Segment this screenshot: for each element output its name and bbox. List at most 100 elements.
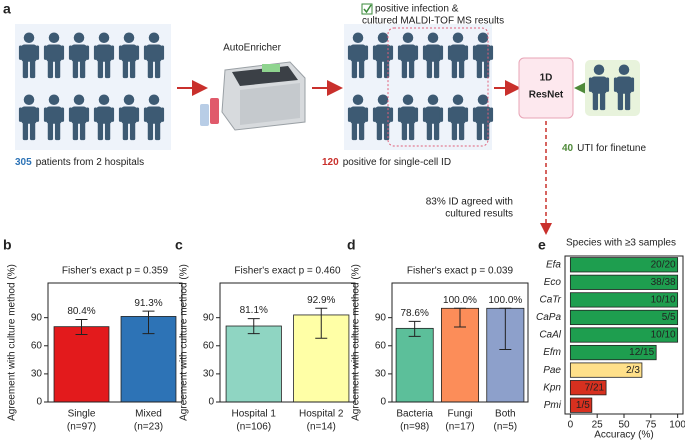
x-tick-label: 50: [618, 420, 630, 431]
y-tick-label: 60: [203, 340, 215, 351]
error-bar: [75, 319, 88, 336]
bar: [569, 380, 607, 396]
value-label: 10/10: [651, 330, 676, 341]
x-tick-label: 100: [669, 420, 685, 431]
agreement-text: cultured results: [445, 209, 513, 220]
bar: [569, 257, 679, 273]
panel-label: b: [3, 237, 12, 253]
x-axis-label: Accuracy (%): [594, 430, 653, 441]
chart-title: Fisher's exact p = 0.460: [234, 266, 341, 277]
y-tick-label: Pae: [543, 365, 561, 376]
panel-a: a 305 patients from 2 hospitals AutoEnric…: [3, 1, 646, 235]
x-tick-label: Hospital 1: [232, 409, 277, 420]
y-tick-label: 0: [36, 397, 42, 408]
y-tick-label: Eco: [544, 277, 562, 288]
value-label: 92.9%: [307, 295, 335, 306]
y-tick-label: Pmi: [544, 400, 562, 411]
bar: [569, 344, 657, 361]
plot-frame: [47, 282, 183, 403]
checkbox-text: positive infection &: [375, 4, 459, 15]
error-bar: [499, 307, 512, 351]
bar: [569, 274, 679, 290]
value-label: 100.0%: [488, 295, 522, 306]
y-axis-label: Agreement with culture method (%): [351, 264, 362, 421]
panel-label: a: [3, 1, 11, 17]
x-tick-label: Bacteria: [396, 409, 433, 420]
value-label: 80.4%: [67, 306, 95, 317]
y-axis-label: Agreement with culture method (%): [179, 264, 190, 421]
bar: [225, 325, 282, 403]
chart-title: Fisher's exact p = 0.359: [62, 266, 169, 277]
x-tick-label: Single: [68, 409, 96, 420]
checkbox-text: cultured MALDI-TOF MS results: [362, 16, 504, 27]
y-tick-label: 30: [375, 369, 387, 380]
bar: [569, 327, 679, 343]
y-tick-label: 90: [31, 312, 43, 323]
machine-icon: [200, 61, 306, 131]
agreement-text: 83% ID agreed with: [426, 197, 513, 208]
error-bar: [408, 320, 421, 337]
error-bar: [315, 307, 328, 339]
value-label: 2/3: [626, 365, 640, 376]
value-label: 5/5: [662, 312, 676, 323]
value-label: 78.6%: [400, 308, 428, 319]
y-tick-label: 90: [375, 312, 387, 323]
value-label: 91.3%: [134, 298, 162, 309]
value-label: 81.1%: [240, 305, 268, 316]
x-tick-count: (n=97): [67, 422, 96, 433]
x-tick-label: Both: [495, 409, 516, 420]
error-bar: [247, 318, 260, 335]
positive-highlight: [387, 27, 489, 147]
finetune-caption: 40 UTI for finetune: [562, 143, 646, 154]
error-bar: [454, 307, 466, 328]
y-tick-label: Kpn: [543, 382, 561, 393]
panel-label: d: [347, 237, 356, 253]
value-label: 1/5: [576, 400, 590, 411]
bar: [569, 309, 679, 326]
x-tick-count: (n=17): [445, 422, 474, 433]
value-label: 12/15: [629, 347, 654, 358]
bar: [53, 326, 110, 403]
y-tick-label: 30: [203, 369, 215, 380]
value-label: 20/20: [651, 259, 676, 270]
y-tick-label: CaPa: [536, 312, 561, 323]
y-tick-label: 0: [208, 397, 214, 408]
y-tick-label: CaTr: [540, 295, 562, 306]
positive-box: [344, 24, 492, 150]
y-tick-label: Efm: [543, 347, 561, 358]
y-tick-label: 30: [31, 369, 43, 380]
patients-caption: 305 patients from 2 hospitals: [15, 157, 144, 168]
y-tick-label: CaAl: [539, 330, 561, 341]
x-tick-label: Hospital 2: [299, 409, 344, 420]
plot-frame: [564, 255, 684, 415]
patients-box: [15, 24, 171, 150]
x-tick-label: 75: [645, 420, 657, 431]
panel-label: e: [538, 237, 546, 253]
x-tick-label: Fungi: [447, 409, 472, 420]
model-box: [518, 57, 574, 119]
x-tick-count: (n=106): [236, 422, 271, 433]
chart-title: Fisher's exact p = 0.039: [407, 266, 514, 277]
value-label: 7/21: [585, 382, 605, 393]
y-axis-label: Agreement with culture method (%): [7, 264, 18, 421]
y-tick-label: 0: [380, 397, 386, 408]
y-tick-label: 60: [31, 340, 43, 351]
y-tick-label: 60: [375, 340, 387, 351]
positive-caption: 120 positive for single-cell ID: [322, 157, 451, 168]
plot-frame: [391, 282, 529, 403]
value-label: 38/38: [651, 277, 676, 288]
x-tick-count: (n=14): [307, 422, 336, 433]
machine-label: AutoEnricher: [223, 43, 281, 54]
bar: [395, 327, 434, 403]
checkbox: [361, 3, 373, 15]
x-tick-count: (n=5): [494, 422, 518, 433]
x-tick-label: Mixed: [135, 409, 162, 420]
plot-frame: [219, 282, 356, 403]
x-tick-count: (n=23): [134, 422, 163, 433]
x-tick-count: (n=98): [400, 422, 429, 433]
bar: [569, 362, 643, 378]
error-bar: [142, 310, 155, 335]
value-label: 10/10: [651, 295, 676, 306]
model-label: ResNet: [529, 90, 564, 101]
